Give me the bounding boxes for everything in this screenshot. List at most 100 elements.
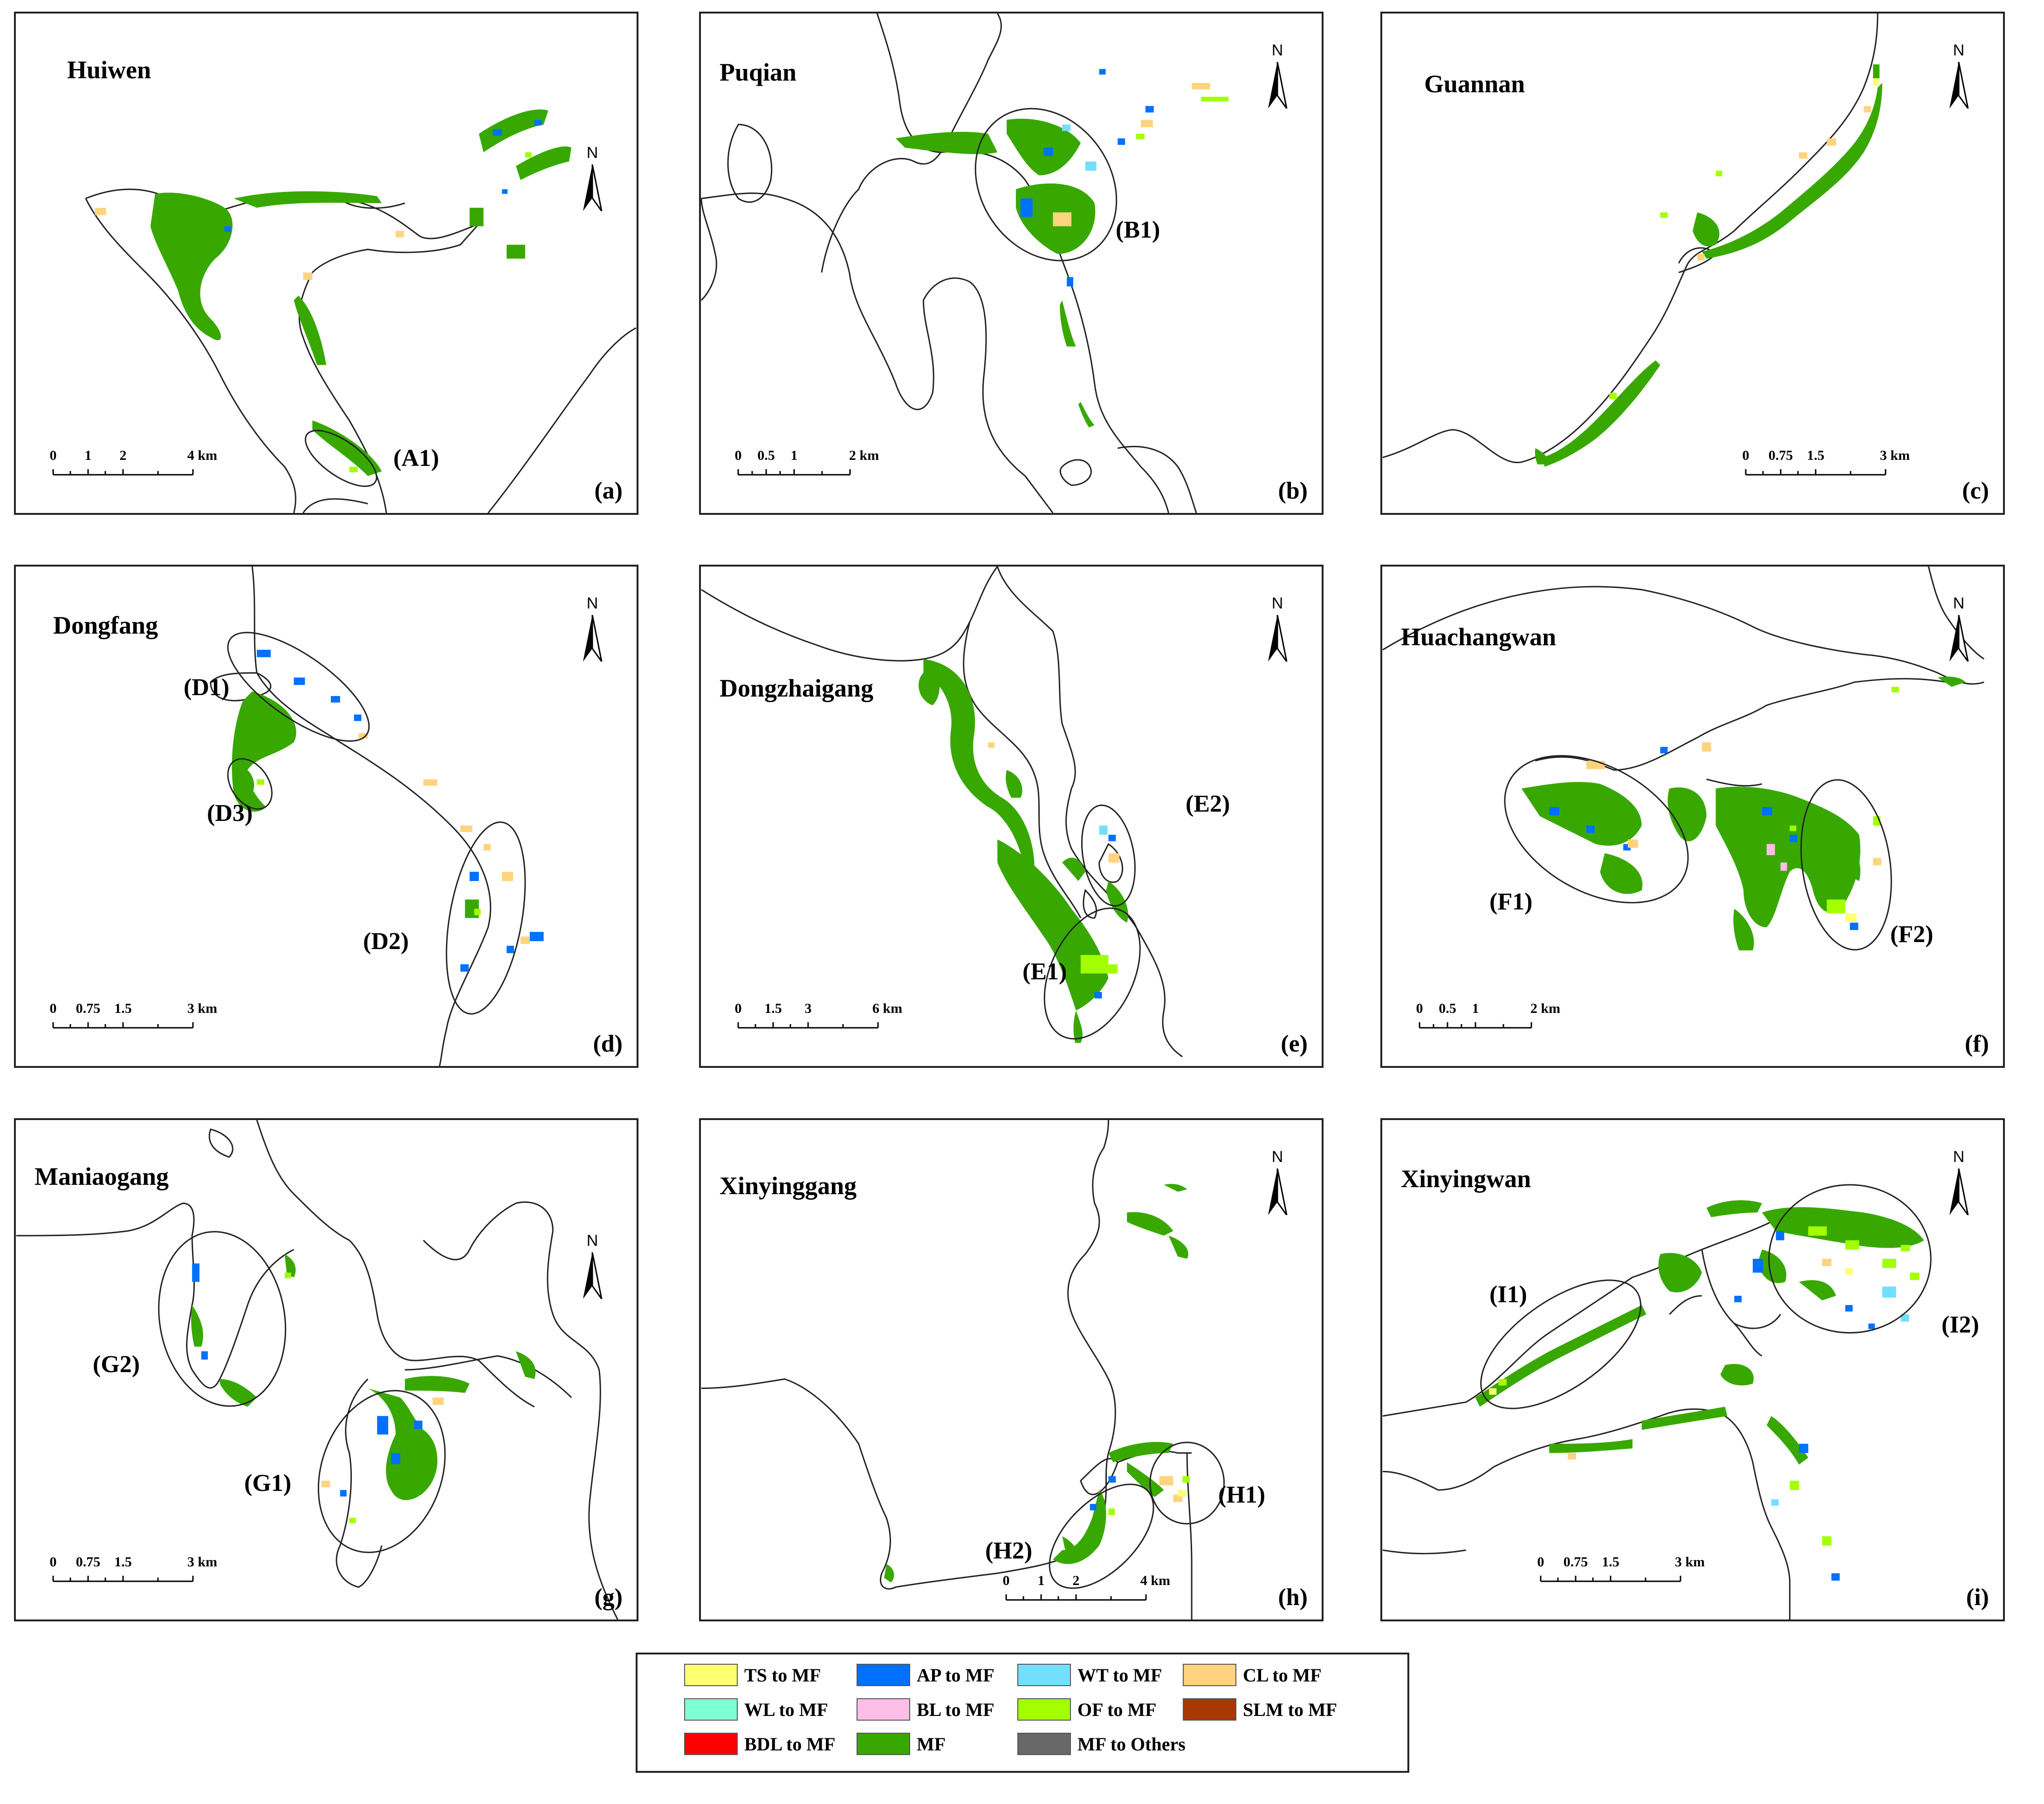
scale-label-3: 6 km: [872, 1001, 903, 1016]
panel-letter: (e): [1281, 1031, 1308, 1057]
scale-label-0: 0: [49, 1001, 57, 1016]
region-label-h1: (H1): [1218, 1482, 1266, 1508]
scale-label-3: 3 km: [1674, 1554, 1705, 1570]
region-label-e1: (E1): [1022, 958, 1067, 985]
scale-label-1: 1.5: [764, 1001, 782, 1016]
scale-bar-line: [52, 1576, 194, 1582]
region-label-h2: (H2): [985, 1538, 1033, 1564]
scale-label-0: 0: [1537, 1554, 1544, 1570]
map-panel-puqian: Puqian (B1) N 0 0.5 1 2 km (b): [699, 12, 1324, 515]
legend-swatch: [1017, 1698, 1071, 1721]
scale-label-2: 2: [119, 448, 127, 463]
scale-label-1: 0.75: [75, 1554, 101, 1570]
map-panel-maniaogang: Maniaogang (G2) (G1) N 0 0.75 1.5 3 km (…: [14, 1118, 638, 1621]
legend-label: SLM to MF: [1243, 1699, 1338, 1720]
scale-bar-line: [737, 1022, 879, 1029]
region-label-f2: (F2): [1890, 921, 1934, 948]
scale-bar-line: [1005, 1594, 1147, 1601]
scale-label-2: 1: [790, 448, 798, 463]
scale-bar-line: [737, 469, 851, 476]
map-panel-dongfang: Dongfang (D1) (D3) (D2) N 0 0.75 1.5 3 k…: [14, 565, 638, 1068]
site-name: Puqian: [720, 58, 797, 86]
legend-item-mf: MF: [857, 1730, 946, 1758]
region-label-b1: (B1): [1116, 217, 1160, 243]
site-name: Maniaogang: [34, 1162, 169, 1190]
north-arrow: N: [576, 594, 609, 664]
scale-label-3: 3 km: [187, 1001, 218, 1016]
scale-label-2: 2: [1072, 1573, 1080, 1588]
map-guannan: [1382, 14, 1882, 467]
scale-label-3: 4 km: [187, 448, 218, 463]
scale-bar-line: [1745, 469, 1886, 476]
north-letter: N: [1271, 41, 1283, 59]
north-arrow: N: [1942, 1148, 1975, 1218]
scale-bar-line: [1419, 1022, 1532, 1029]
panel-letter: (g): [594, 1584, 623, 1611]
scale-label-0: 0: [1742, 448, 1749, 463]
north-letter: N: [1953, 1148, 1965, 1166]
map-maniaogang: [16, 1120, 618, 1620]
scale-label-3: 3 km: [1879, 448, 1910, 463]
scale-bar-line: [52, 1022, 194, 1029]
scale-label-1: 1: [1037, 1573, 1045, 1588]
legend-swatch: [1183, 1664, 1236, 1686]
map-panel-guannan: Guannan N 0 0.75 1.5 3 km (c): [1380, 12, 2005, 515]
north-letter: N: [1271, 594, 1283, 612]
panel-letter: (b): [1278, 478, 1308, 504]
legend-swatch: [857, 1664, 910, 1686]
scale-label-0: 0: [1002, 1573, 1010, 1588]
scale-label-0: 0: [1416, 1001, 1423, 1016]
north-letter: N: [1953, 594, 1965, 612]
legend-item-wt: WT to MF: [1017, 1661, 1162, 1689]
north-arrow: N: [1261, 41, 1294, 111]
legend-label: CL to MF: [1243, 1664, 1322, 1686]
map-xinyingwan: [1382, 1184, 1932, 1620]
map-legend: TS to MF AP to MF WT to MF CL to MF WL t…: [636, 1653, 1409, 1773]
map-huiwen: [85, 109, 637, 513]
panel-letter: (h): [1278, 1584, 1308, 1611]
legend-item-mf-to-others: MF to Others: [1017, 1730, 1186, 1758]
scale-label-2: 1.5: [114, 1554, 132, 1570]
north-arrow-icon: [1268, 615, 1288, 662]
north-arrow-icon: [1949, 615, 1969, 662]
scale-bar: 0 1 2 4 km: [1002, 1573, 1248, 1606]
map-panel-dongzhaigang: Dongzhaigang (E2) (E1) N 0 1.5 3 6 km (e…: [699, 565, 1324, 1068]
north-letter: N: [586, 1232, 598, 1250]
north-arrow-icon: [1268, 62, 1288, 109]
legend-swatch: [684, 1664, 738, 1686]
scale-label-3: 2 km: [849, 448, 879, 463]
site-name: Dongzhaigang: [720, 674, 874, 702]
north-arrow-icon: [583, 615, 603, 662]
region-label-i1: (I1): [1489, 1281, 1527, 1308]
site-name: Xinyinggang: [720, 1172, 857, 1200]
scale-label-2: 1.5: [1807, 448, 1825, 463]
scale-bar-line: [52, 469, 194, 476]
scale-bar-line: [1540, 1576, 1681, 1582]
region-label-e2: (E2): [1186, 791, 1230, 817]
scale-label-1: 0.75: [1768, 448, 1793, 463]
legend-label: MF: [917, 1733, 946, 1755]
site-name: Huachangwan: [1401, 623, 1557, 651]
north-letter: N: [1953, 41, 1965, 59]
region-label-a1: (A1): [393, 445, 439, 472]
scale-label-2: 1.5: [1602, 1554, 1619, 1570]
north-arrow-icon: [1949, 62, 1969, 109]
map-huachangwan: [1382, 567, 1985, 951]
scale-label-0: 0: [49, 1554, 57, 1570]
scale-label-2: 1: [1472, 1001, 1479, 1016]
north-letter: N: [1271, 1148, 1283, 1166]
map-xinyinggang: [701, 1120, 1225, 1620]
legend-swatch: [857, 1698, 910, 1721]
site-name: Guannan: [1424, 70, 1525, 98]
north-arrow-icon: [1268, 1168, 1288, 1215]
panel-letter: (a): [594, 478, 623, 504]
scale-bar: 0 0.75 1.5 3 km: [1742, 448, 1988, 480]
scale-bar: 0 0.75 1.5 3 km: [1537, 1554, 1783, 1587]
map-dongfang: [210, 567, 544, 1066]
north-letter: N: [586, 594, 598, 612]
scale-bar: 0 1.5 3 6 km: [735, 1001, 981, 1033]
legend-item-cl: CL to MF: [1183, 1661, 1322, 1689]
site-name: Xinyingwan: [1401, 1165, 1531, 1193]
scale-label-0: 0: [734, 448, 742, 463]
map-puqian: [701, 14, 1229, 513]
